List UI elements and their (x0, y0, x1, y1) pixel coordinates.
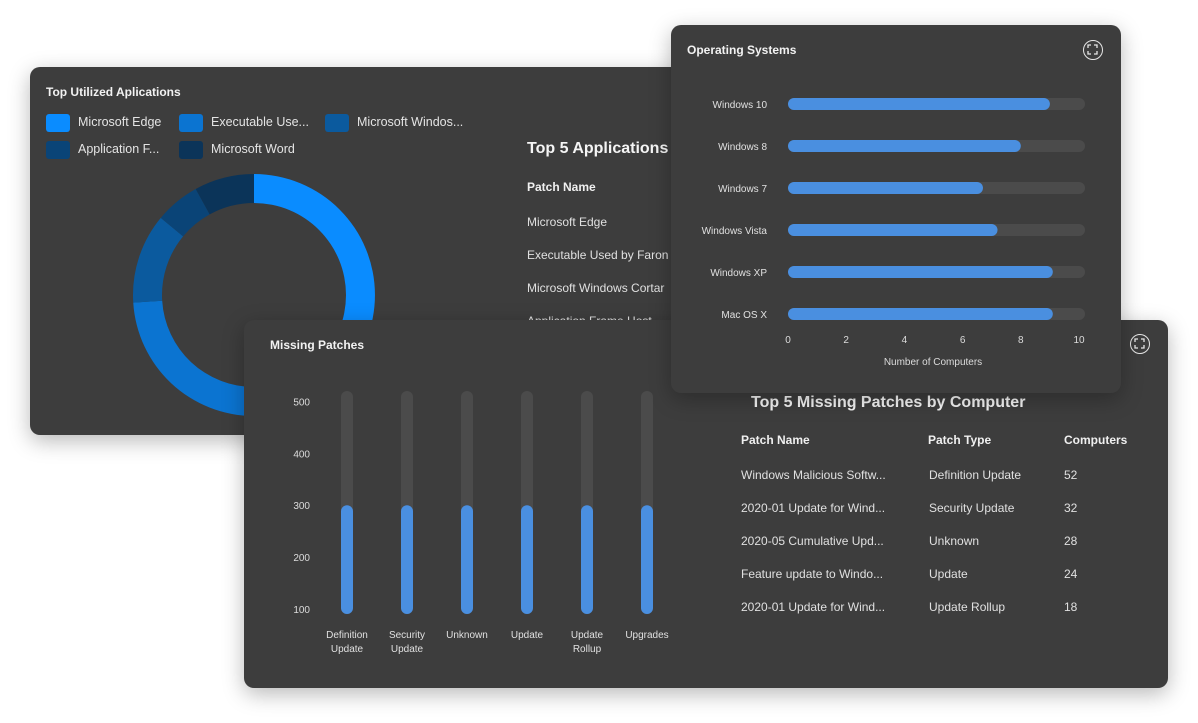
category-label: Update (331, 644, 364, 655)
table-cell-computers: 32 (1064, 501, 1078, 515)
table-cell-patch-name: 2020-05 Cumulative Upd... (741, 534, 884, 548)
donut-slice[interactable] (195, 174, 254, 215)
donut-slice[interactable] (160, 188, 210, 237)
patch-name-header: Patch Name (527, 180, 596, 194)
patch-bar[interactable] (401, 505, 413, 614)
legend-label: Application F... (78, 142, 160, 156)
category-label: Upgrades (625, 630, 668, 641)
os-bar[interactable] (788, 98, 1050, 110)
category-label: Windows XP (710, 268, 767, 279)
category-label: Windows 8 (718, 142, 767, 153)
tick-label: 2 (843, 335, 849, 346)
expand-icon[interactable] (1130, 334, 1150, 354)
table-cell-computers: 24 (1064, 567, 1078, 581)
expand-icon[interactable] (1083, 40, 1103, 60)
computers-header: Computers (1064, 433, 1128, 447)
legend-label: Executable Use... (211, 115, 309, 129)
card-title: Top Utilized Aplications (46, 85, 181, 99)
category-label: Rollup (573, 644, 602, 655)
table-cell-patch-name: Feature update to Windo... (741, 567, 884, 581)
legend-swatch (179, 141, 203, 159)
top-apps-heading: Top 5 Applications (527, 140, 669, 157)
missing-patches-table-title: Top 5 Missing Patches by Computer (751, 394, 1026, 411)
table-cell-patch-type: Definition Update (929, 468, 1022, 482)
tick-label: 300 (293, 501, 310, 512)
category-label: Windows 10 (713, 100, 768, 111)
app-row: Microsoft Edge (527, 215, 608, 229)
x-axis-label: Number of Computers (884, 357, 982, 368)
category-label: Mac OS X (721, 310, 767, 321)
tick-label: 500 (293, 397, 310, 408)
category-label: Windows Vista (702, 226, 768, 237)
patches-bar-chart: 100 200 300 400 500 Definition Update Security U… (293, 391, 669, 655)
os-bar-chart: Windows 10 Windows 8 Windows 7 Windows Vist… (702, 98, 1085, 368)
patch-bar[interactable] (461, 505, 473, 614)
donut-slice[interactable] (133, 300, 254, 416)
table-cell-patch-name: 2020-01 Update for Wind... (741, 501, 886, 515)
card-title: Operating Systems (687, 43, 797, 57)
table-cell-patch-type: Update (929, 567, 968, 581)
tick-label: 4 (902, 335, 908, 346)
tick-label: 6 (960, 335, 966, 346)
os-bar[interactable] (788, 140, 1021, 152)
legend-swatch (325, 114, 349, 132)
table-cell-computers: 52 (1064, 468, 1078, 482)
legend-label: Microsoft Edge (78, 115, 162, 129)
table-cell-patch-type: Update Rollup (929, 600, 1006, 614)
donut-slice[interactable] (133, 217, 184, 303)
category-label: Update (391, 644, 424, 655)
category-label: Unknown (446, 630, 488, 641)
legend-swatch (179, 114, 203, 132)
patch-bar[interactable] (521, 505, 533, 614)
patch-name-header: Patch Name (741, 433, 810, 447)
table-cell-computers: 28 (1064, 534, 1078, 548)
table-cell-computers: 18 (1064, 600, 1078, 614)
app-row: Microsoft Windows Cortar (527, 281, 665, 295)
category-label: Definition (326, 630, 368, 641)
os-bar[interactable] (788, 224, 998, 236)
patch-type-header: Patch Type (928, 433, 992, 447)
tick-label: 10 (1073, 335, 1085, 346)
app-row: Executable Used by Faron (527, 248, 669, 262)
table-cell-patch-type: Unknown (929, 534, 980, 548)
legend-swatch (46, 141, 70, 159)
category-label: Update (571, 630, 604, 641)
patch-bar[interactable] (641, 505, 653, 614)
table-cell-patch-name: Windows Malicious Softw... (741, 468, 886, 482)
operating-systems-card: Operating Systems Windows 10 Windows 8 Win… (671, 25, 1121, 393)
legend-label: Microsoft Word (211, 142, 295, 156)
os-bar[interactable] (788, 266, 1053, 278)
category-label: Windows 7 (718, 184, 767, 195)
tick-label: 0 (785, 335, 791, 346)
os-bar[interactable] (788, 308, 1053, 320)
table-cell-patch-name: 2020-01 Update for Wind... (741, 600, 886, 614)
card-title: Missing Patches (270, 338, 365, 352)
tick-label: 200 (293, 553, 310, 564)
table-cell-patch-type: Security Update (929, 501, 1015, 515)
patch-bar[interactable] (341, 505, 353, 614)
category-label: Security (389, 630, 425, 641)
tick-label: 8 (1018, 335, 1024, 346)
category-label: Update (511, 630, 544, 641)
patch-bar[interactable] (581, 505, 593, 614)
tick-label: 400 (293, 449, 310, 460)
legend-label: Microsoft Windos... (357, 115, 464, 129)
os-bar[interactable] (788, 182, 983, 194)
legend-swatch (46, 114, 70, 132)
tick-label: 100 (293, 605, 310, 616)
